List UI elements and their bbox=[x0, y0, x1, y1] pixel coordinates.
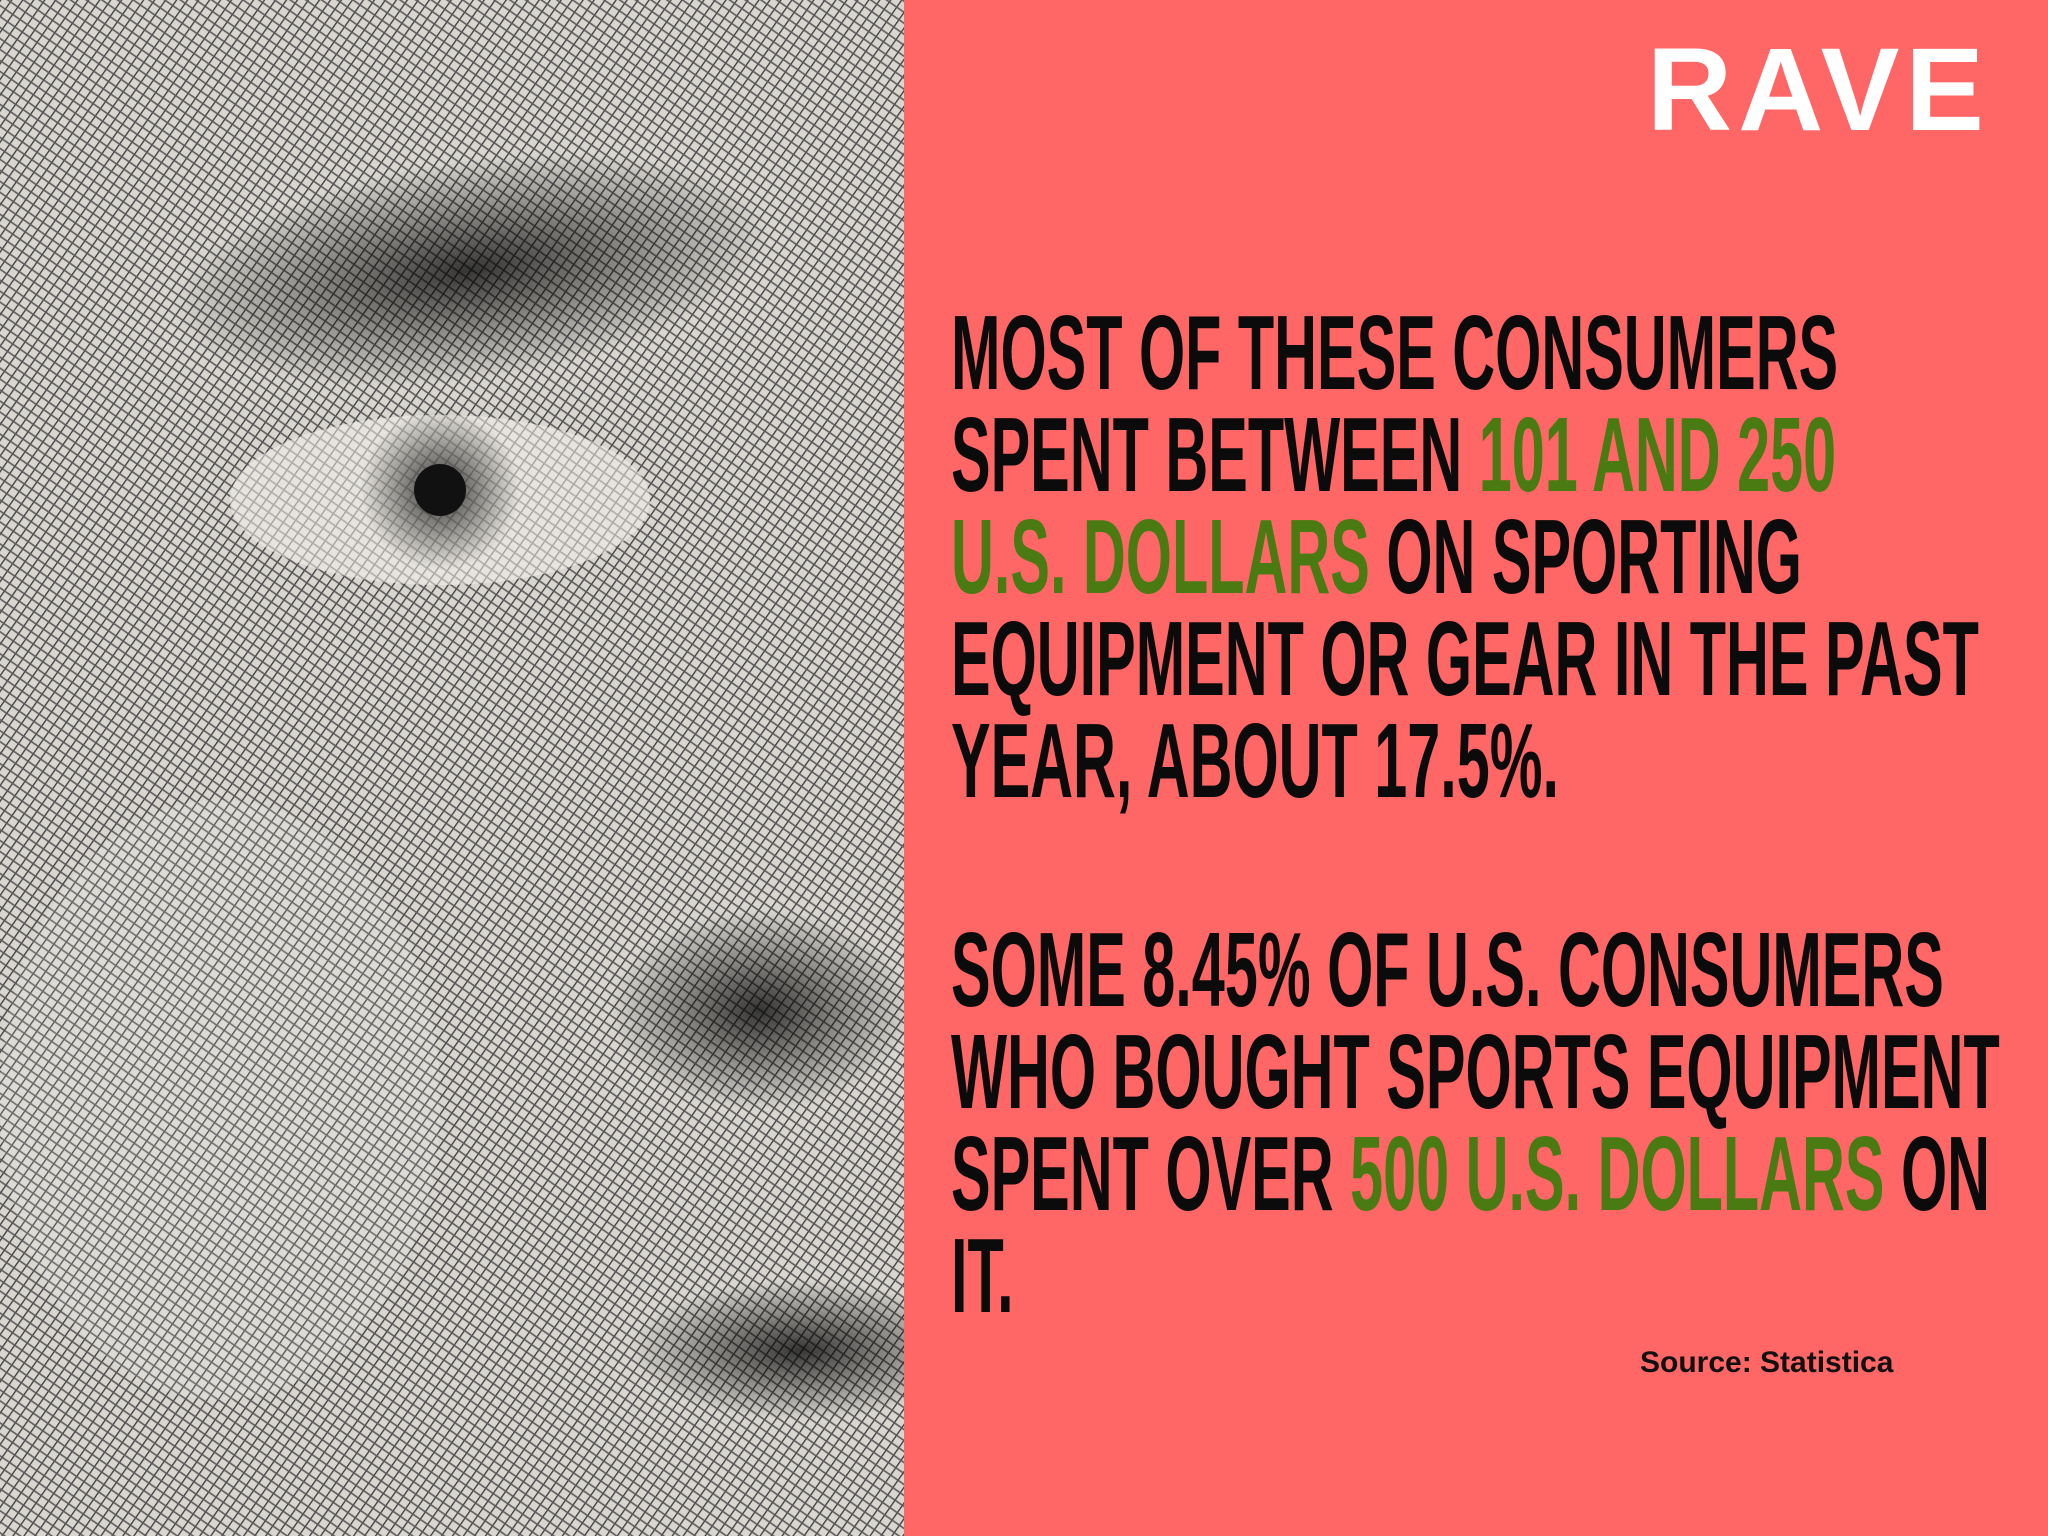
text-line: U.S. DOLLARS ON SPORTING bbox=[951, 504, 1802, 610]
text-segment: SPENT OVER bbox=[951, 1115, 1351, 1233]
text-segment: ON SPORTING bbox=[1369, 498, 1802, 616]
text-panel: RAVE Source: Statistica MOST OF THESE CO… bbox=[904, 0, 2048, 1536]
text-segment: 101 AND 250 bbox=[1478, 396, 1837, 514]
text-line: SOME 8.45% OF U.S. CONSUMERS bbox=[951, 917, 1944, 1023]
text-line: WHO BOUGHT SPORTS EQUIPMENT bbox=[951, 1019, 2000, 1125]
text-line: SPENT OVER 500 U.S. DOLLARS ON bbox=[951, 1121, 1990, 1227]
source-note: Source: Statistica bbox=[1640, 1346, 1894, 1379]
text-segment: SOME 8.45% OF U.S. CONSUMERS bbox=[951, 911, 1944, 1029]
text-segment: YEAR, ABOUT 17.5%. bbox=[951, 702, 1560, 820]
text-line: IT. bbox=[951, 1223, 1014, 1329]
text-line: YEAR, ABOUT 17.5%. bbox=[951, 708, 1559, 814]
text-segment: 500 U.S. DOLLARS bbox=[1350, 1115, 1885, 1233]
text-line: EQUIPMENT OR GEAR IN THE PAST bbox=[951, 606, 1979, 712]
text-segment: IT. bbox=[951, 1217, 1014, 1335]
logo: RAVE bbox=[1646, 24, 1990, 156]
text-line: MOST OF THESE CONSUMERS bbox=[951, 300, 1838, 406]
text-segment: ON bbox=[1884, 1115, 1991, 1233]
text-segment: WHO BOUGHT SPORTS EQUIPMENT bbox=[951, 1013, 2000, 1131]
banknote-photo bbox=[0, 0, 904, 1536]
text-line: SPENT BETWEEN 101 AND 250 bbox=[951, 402, 1836, 508]
text-segment: MOST OF THESE CONSUMERS bbox=[951, 294, 1839, 412]
text-segment: U.S. DOLLARS bbox=[951, 498, 1370, 616]
text-segment: EQUIPMENT OR GEAR IN THE PAST bbox=[951, 600, 1979, 718]
text-segment: SPENT BETWEEN bbox=[951, 396, 1479, 514]
